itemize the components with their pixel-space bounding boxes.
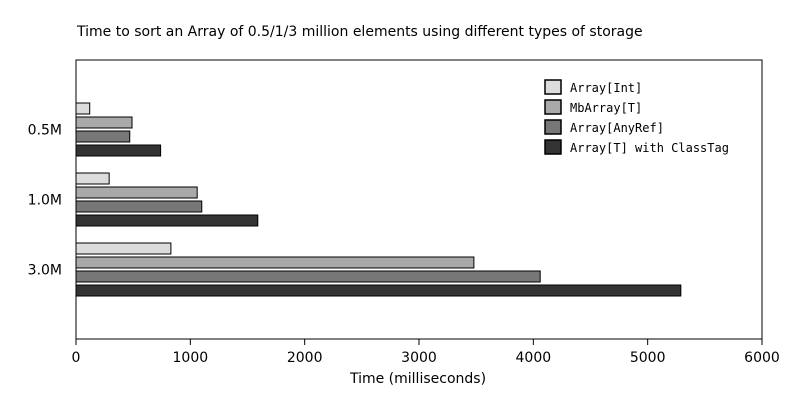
y-axis-categories: 0.5M 1.0M 3.0M [28, 123, 62, 279]
bar-array-anyref-0-5m [75, 130, 131, 143]
legend-label: Array[T] with ClassTag [570, 141, 729, 155]
bar-array-t-with-classtag-1-0m [75, 214, 259, 227]
legend-label: MbArray[T] [570, 101, 642, 115]
bar-mbarray-t-1-0m [75, 186, 198, 199]
bar-array-int-1-0m [75, 172, 110, 185]
bar-array-anyref-1-0m [75, 200, 203, 213]
y-category-label: 3.0M [28, 263, 62, 279]
x-tick-label: 2000 [287, 350, 323, 366]
x-tick-label: 5000 [630, 350, 666, 366]
bar-array-int-0-5m [75, 102, 91, 115]
x-tick-label: 4000 [516, 350, 552, 366]
legend-swatch [544, 119, 562, 135]
bar-array-t-with-classtag-0-5m [75, 144, 162, 157]
chart-title: Time to sort an Array of 0.5/1/3 million… [76, 24, 643, 40]
bar-mbarray-t-0-5m [75, 116, 133, 129]
legend-swatch [544, 79, 562, 95]
x-tick-label: 0 [72, 350, 81, 366]
bar-array-int-3-0m [75, 242, 172, 255]
legend: Array[Int] MbArray[T] Array[AnyRef] Array[T… [544, 79, 729, 155]
bar-array-t-with-classtag-3-0m [75, 284, 682, 297]
legend-swatch [544, 99, 562, 115]
x-tick-label: 6000 [744, 350, 780, 366]
x-tick-label: 1000 [173, 350, 209, 366]
x-tick-label: 3000 [401, 350, 437, 366]
y-category-label: 1.0M [28, 193, 62, 209]
legend-label: Array[AnyRef] [570, 121, 664, 135]
bar-mbarray-t-3-0m [75, 256, 475, 269]
plot-area-frame [75, 59, 763, 340]
bar-array-anyref-3-0m [75, 270, 541, 283]
x-axis-label: Time (milliseconds) [349, 371, 486, 387]
x-axis-ticks: 0 1000 2000 3000 4000 5000 6000 [72, 339, 780, 366]
y-category-label: 0.5M [28, 123, 62, 139]
legend-label: Array[Int] [570, 81, 642, 95]
legend-swatch [544, 139, 562, 155]
bars-layer [75, 102, 682, 297]
